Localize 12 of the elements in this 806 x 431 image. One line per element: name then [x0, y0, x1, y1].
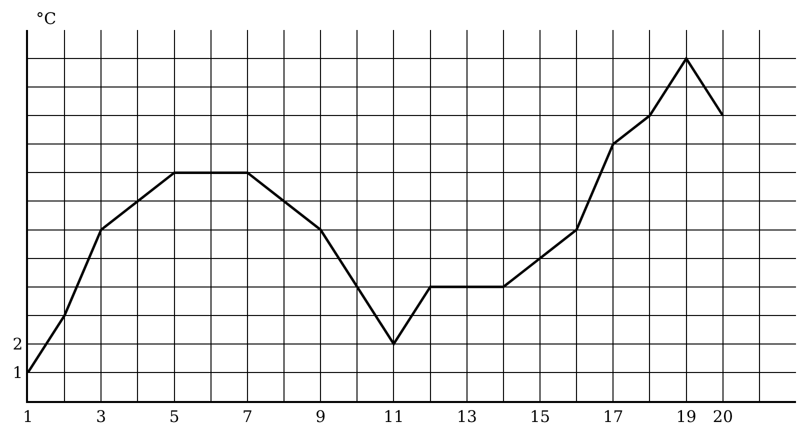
x-tick-label: 17 — [602, 407, 624, 426]
x-tick-label: 15 — [530, 407, 550, 426]
x-tick-label: 9 — [315, 407, 326, 426]
y-axis-title: °C — [36, 9, 56, 28]
x-tick-label: 19 — [676, 407, 696, 426]
x-tick-label: 5 — [169, 407, 180, 426]
y-tick-label: 2 — [12, 334, 23, 354]
x-tick-label: 20 — [712, 407, 734, 426]
x-tick-label: 13 — [456, 407, 478, 426]
x-tick-label: 3 — [96, 407, 106, 426]
x-tick-label: 7 — [242, 407, 253, 426]
x-tick-label: 11 — [384, 407, 404, 426]
